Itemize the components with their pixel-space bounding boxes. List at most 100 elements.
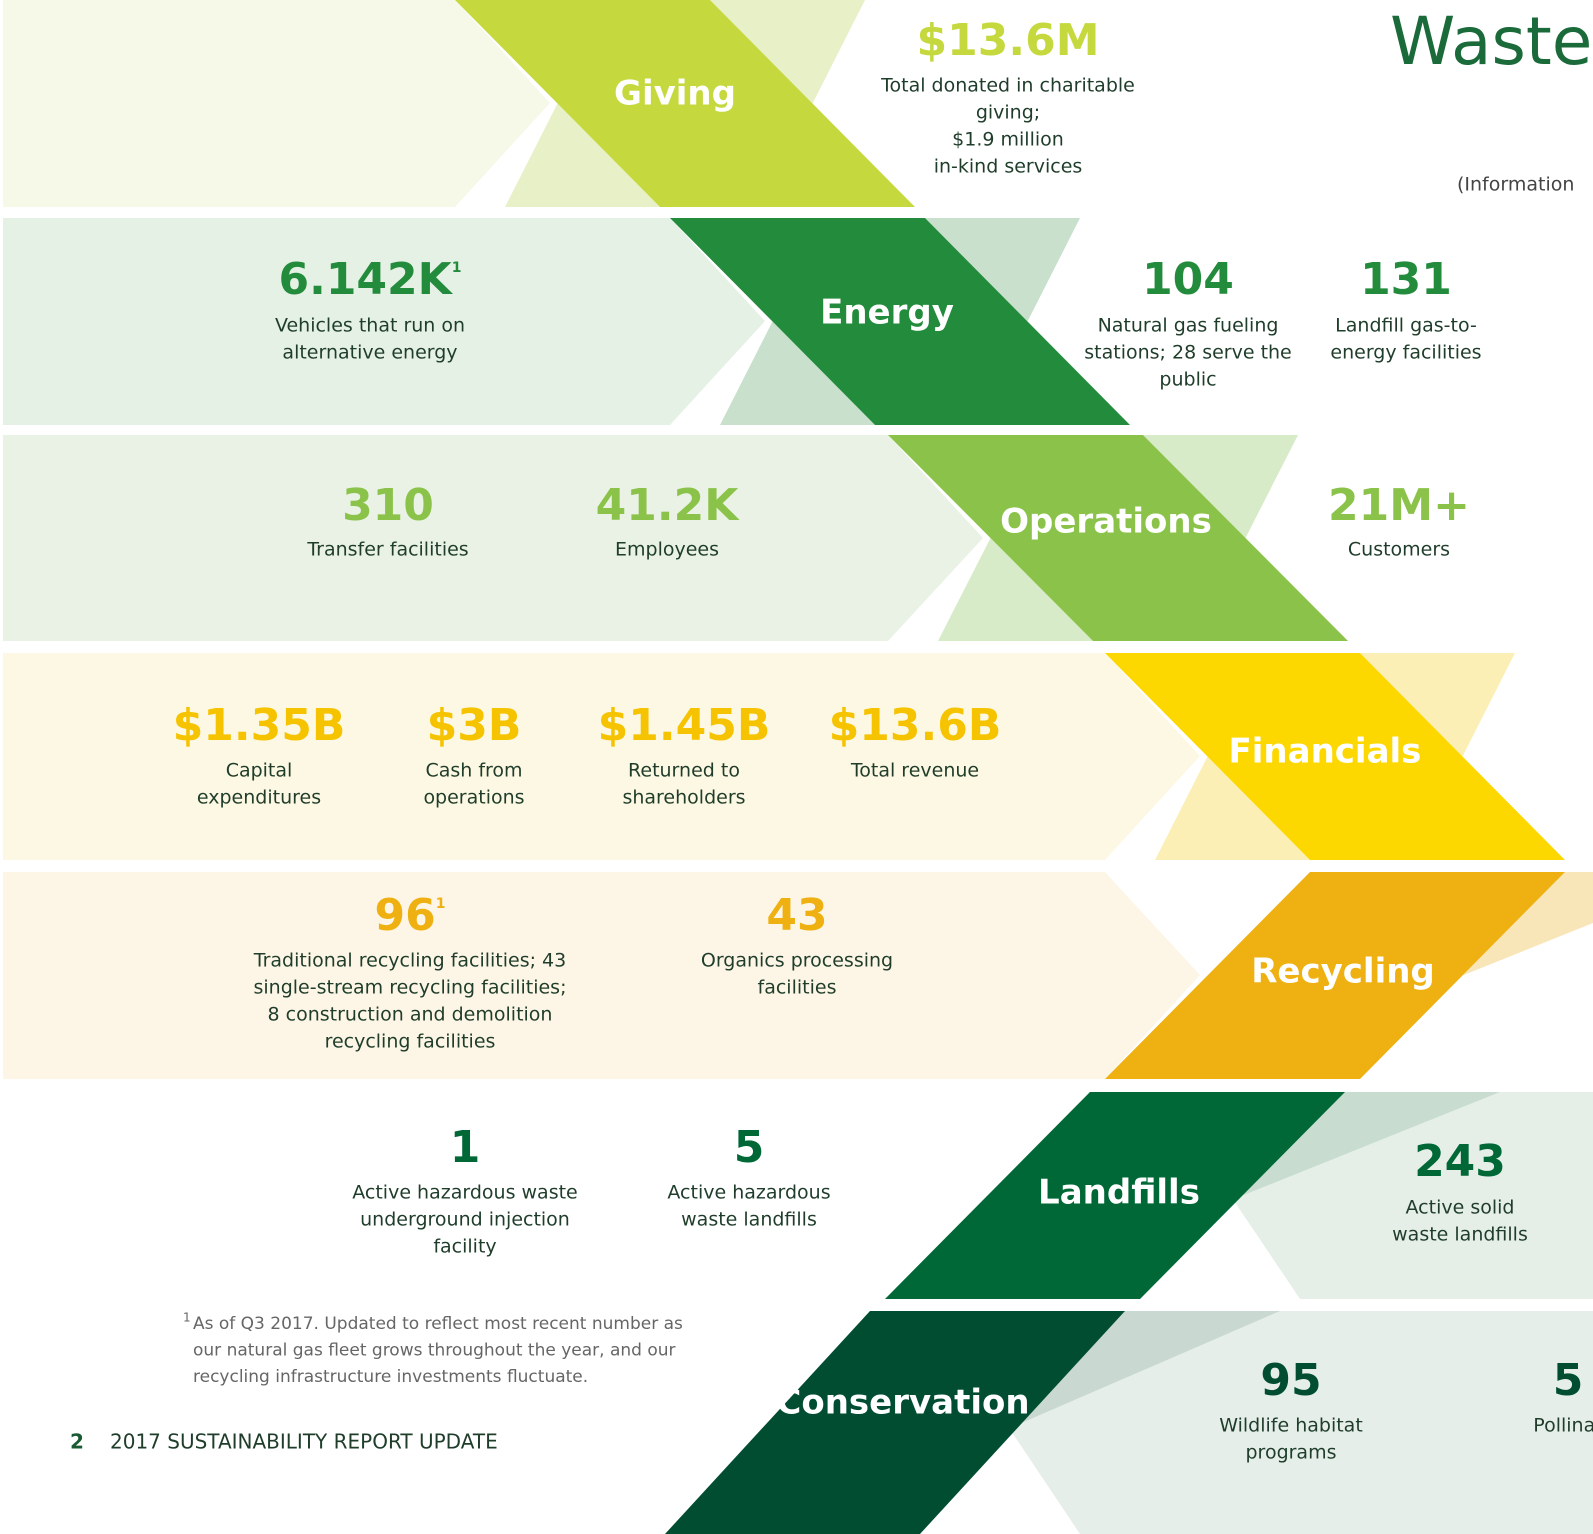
stat-description: Natural gas fueling [1098,315,1279,337]
section-label: Conservation [776,1383,1029,1423]
stat-number: 95 [1260,1355,1321,1406]
page-number: 2 [70,1430,84,1454]
stat-description: public [1159,369,1216,391]
stat-number: 96 [375,890,436,941]
superscript: 1 [436,896,446,912]
superscript: 1 [452,260,462,276]
section-band [3,0,550,207]
stat-description: underground injection [360,1209,570,1231]
section-label: Recycling [1251,952,1435,992]
section-band [3,218,765,425]
section-band [3,653,1200,860]
stat-value: 5 [1553,1355,1584,1406]
ribbon [1105,872,1565,1079]
stat-value: $1.35B [173,700,346,751]
stat-number: 104 [1142,254,1234,305]
stat-value: $1.45B [598,700,771,751]
page-title: Waste [1390,3,1592,80]
ribbon-shade [1462,872,1593,976]
stat-number: $3B [427,700,522,751]
stat-description: alternative energy [282,342,457,364]
ribbon [665,1311,1125,1534]
stat-number: 6.142K [278,254,453,305]
ribbon [888,435,1348,641]
stat-description: Cash from [425,760,522,782]
ribbon [670,218,1130,425]
stat-number: 5 [734,1122,765,1173]
stat-value: $13.6M [917,15,1100,66]
stat-description: facilities [758,977,837,999]
section-label: Energy [820,293,954,333]
section-label: Giving [614,74,736,114]
stat-number: $13.6M [917,15,1100,66]
stat-value: 6.142K1 [278,254,461,305]
stat-description: single-stream recycling facilities; [254,977,567,999]
footnote-line: As of Q3 2017. Updated to reflect most r… [193,1314,683,1334]
ribbon [455,0,915,207]
stat-description: Landfill gas-to- [1335,315,1477,337]
footer-text: 2017 SUSTAINABILITY REPORT UPDATE [110,1430,498,1454]
stat-number: 5 [1553,1355,1584,1406]
stat-description: Vehicles that run on [275,315,465,337]
stat-value: 43 [766,890,827,941]
section-label: Landfills [1038,1173,1200,1213]
stat-number: $1.45B [598,700,771,751]
stat-value: $13.6B [829,700,1002,751]
stat-description: Transfer facilities [306,539,468,561]
stat-value: 104 [1142,254,1234,305]
stat-description: Capital [226,760,293,782]
stat-description: Active hazardous [667,1182,830,1204]
stat-value: 95 [1260,1355,1321,1406]
stat-description: $1.9 million [952,129,1064,151]
stat-number: 43 [766,890,827,941]
footnote-mark: 1 [183,1311,191,1325]
stat-description: Active hazardous waste [352,1182,577,1204]
stat-description: facility [433,1236,496,1258]
stat-description: Total donated in charitable [880,75,1135,97]
stat-description: expenditures [197,787,321,809]
stat-description: waste landfills [681,1209,817,1231]
stat-number: 41.2K [596,480,741,531]
ribbon-shade [1143,435,1298,538]
stat-description: waste landfills [1392,1224,1528,1246]
ribbon-shade [720,321,875,425]
stat-value: 5 [734,1122,765,1173]
stat-description: Customers [1348,539,1450,561]
ribbon [1105,653,1565,860]
stat-value: 1 [450,1122,481,1173]
stat-description: giving; [976,102,1040,124]
ribbon-shade [1155,756,1310,860]
stat-number: $1.35B [173,700,346,751]
stat-description: Total revenue [850,760,979,782]
stat-value: 41.2K [596,480,741,531]
ribbon-shade [710,0,865,104]
footnote-line: recycling infrastructure investments flu… [193,1367,588,1387]
stat-number: 310 [342,480,434,531]
stat-value: 131 [1360,254,1452,305]
stat-number: 243 [1414,1136,1506,1187]
stat-description: Returned to [628,760,740,782]
stat-value: 961 [375,890,446,941]
stat-description: shareholders [622,787,745,809]
stat-description: Traditional recycling facilities; 43 [253,950,566,972]
info-note: (Information [1457,174,1574,196]
ribbon-shade [925,218,1080,322]
stat-description: energy facilities [1330,342,1481,364]
stat-value: 243 [1414,1136,1506,1187]
stat-description: Employees [615,539,719,561]
stat-value: $3B [427,700,522,751]
section-label: Operations [1000,502,1212,542]
stat-number: 21M+ [1328,480,1470,531]
section-band [3,435,983,641]
ribbon-shade [505,103,660,207]
stat-description: operations [423,787,524,809]
stat-description: stations; 28 serve the [1084,342,1292,364]
stat-description: recycling facilities [325,1031,496,1053]
stat-description: Active solid [1406,1197,1515,1219]
stat-description: Organics processing [701,950,893,972]
section-band [3,872,1200,1079]
section-band [1005,1311,1593,1534]
stat-description: Wildlife habitat [1219,1415,1363,1437]
